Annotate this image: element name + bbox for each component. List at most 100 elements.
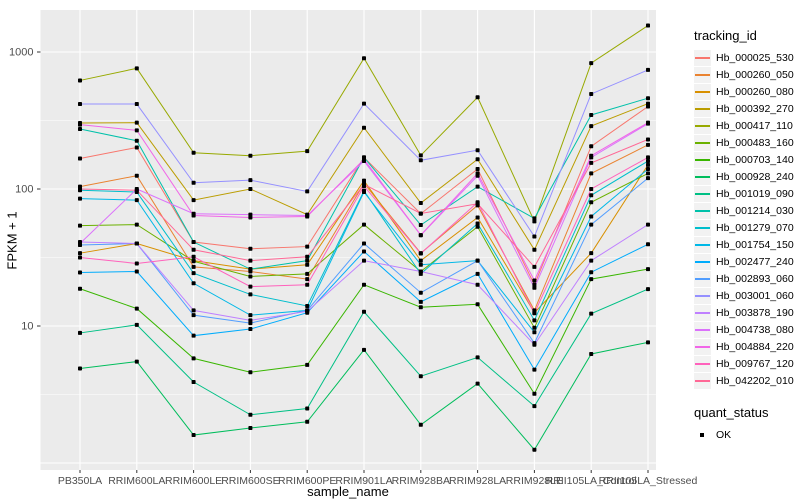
legend-label: Hb_000928_240 <box>716 170 794 183</box>
legend-key-line-icon <box>694 304 711 321</box>
legend-label: Hb_000703_140 <box>716 153 794 166</box>
data-point <box>589 200 594 205</box>
legend-key-line-icon <box>694 168 711 185</box>
data-point <box>646 155 650 160</box>
legend-line-swatch <box>695 124 710 127</box>
data-point <box>475 224 480 229</box>
data-point <box>475 184 480 189</box>
data-point <box>305 419 310 424</box>
legend-label: Hb_003878_190 <box>716 306 794 319</box>
data-point <box>646 142 650 147</box>
data-point <box>475 282 480 287</box>
data-point <box>134 269 139 274</box>
data-point <box>646 162 650 167</box>
legend-line-swatch <box>695 209 710 212</box>
data-point <box>362 56 366 61</box>
legend-label: Hb_001019_090 <box>716 187 794 200</box>
x-tick-label: RRIM928BA <box>392 475 450 487</box>
data-point <box>418 290 423 295</box>
data-point <box>78 127 82 132</box>
legend-line-swatch <box>695 107 710 110</box>
data-point <box>248 284 253 289</box>
legend-line-swatch <box>695 56 710 59</box>
legend-entry: Hb_003878_190 <box>694 304 800 321</box>
data-point <box>134 138 139 143</box>
legend-entry: Hb_000260_080 <box>694 83 800 100</box>
data-point <box>248 246 253 251</box>
data-point <box>134 222 139 227</box>
data-point <box>646 166 650 171</box>
legend-key-line-icon <box>694 338 711 355</box>
data-point <box>362 282 366 287</box>
data-point <box>248 313 253 318</box>
data-point <box>589 311 594 316</box>
legend-entry: OK <box>694 426 800 443</box>
data-point <box>305 262 310 267</box>
data-point <box>305 303 310 308</box>
data-point <box>589 160 594 165</box>
legend-entry: Hb_002893_060 <box>694 270 800 287</box>
data-point <box>475 148 480 153</box>
data-point <box>305 214 310 219</box>
data-point <box>418 223 423 228</box>
data-point <box>475 166 480 171</box>
data-point <box>305 362 310 367</box>
data-point <box>248 370 253 375</box>
data-point <box>305 271 310 276</box>
data-point <box>532 404 537 409</box>
legend-key-point-icon <box>694 427 711 443</box>
data-point <box>305 244 310 249</box>
data-point <box>191 198 196 203</box>
legend-line-swatch <box>695 175 710 178</box>
data-point <box>589 270 594 275</box>
data-point <box>646 287 650 292</box>
data-point <box>191 247 196 252</box>
data-point <box>78 255 82 260</box>
legend-label: Hb_004738_080 <box>716 323 794 336</box>
x-tick-label: RRIM600SE <box>221 475 279 487</box>
legend-key-line-icon <box>694 355 711 372</box>
data-point <box>532 285 537 290</box>
data-point <box>362 190 366 195</box>
data-point <box>532 216 537 221</box>
legend-key-line-icon <box>694 100 711 117</box>
data-point <box>134 173 139 178</box>
legend-label: Hb_009767_120 <box>716 357 794 370</box>
data-point <box>532 318 537 323</box>
data-point <box>532 278 537 283</box>
data-point <box>418 269 423 274</box>
data-point <box>248 412 253 417</box>
x-tick-label: RRIM600PE <box>278 475 336 487</box>
legend-key-line-icon <box>694 66 711 83</box>
y-tick-label: 10 <box>21 321 33 333</box>
data-point <box>305 406 310 411</box>
data-point <box>78 251 82 256</box>
legend-key-line-icon <box>694 236 711 253</box>
legend-entry: Hb_000703_140 <box>694 151 800 168</box>
x-tick-label: RRIM600LA <box>108 475 165 487</box>
data-point <box>134 306 139 311</box>
legend-key-line-icon <box>694 151 711 168</box>
data-point <box>362 309 366 314</box>
x-tick-label: PB350LA <box>58 475 102 487</box>
data-point <box>475 157 480 162</box>
data-point <box>248 258 253 263</box>
data-point <box>646 242 650 247</box>
legend-line-swatch <box>695 311 710 314</box>
data-point <box>418 374 423 379</box>
legend-key-line-icon <box>694 185 711 202</box>
data-point <box>589 251 594 256</box>
legend-label: Hb_002477_240 <box>716 255 794 268</box>
legend-line-swatch <box>695 73 710 76</box>
data-point <box>418 258 423 263</box>
legend-entry: Hb_001279_070 <box>694 219 800 236</box>
legend-label: Hb_003001_060 <box>716 289 794 302</box>
data-point <box>305 282 310 287</box>
data-point <box>191 180 196 185</box>
data-point <box>589 222 594 227</box>
data-point <box>362 178 366 183</box>
data-point <box>78 122 82 127</box>
data-point <box>134 241 139 246</box>
data-point <box>191 240 196 245</box>
